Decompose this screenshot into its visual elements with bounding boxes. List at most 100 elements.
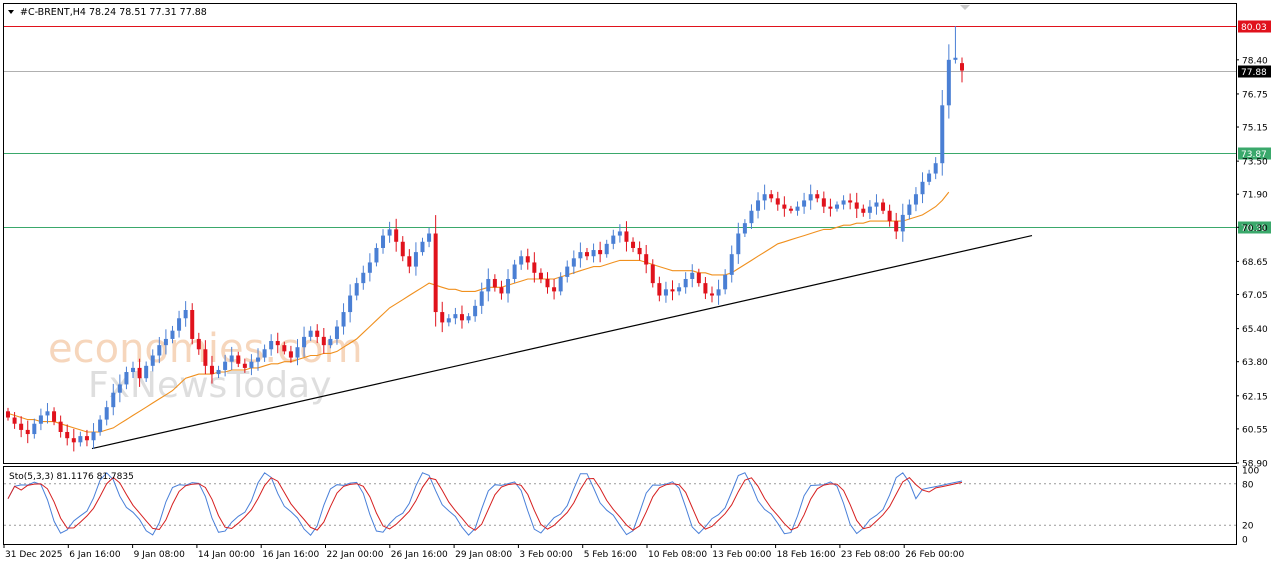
- time-tick-label: 29 Jan 08:00: [455, 550, 512, 560]
- candle-body: [38, 415, 43, 424]
- candle-body: [288, 351, 293, 358]
- candle-body: [387, 229, 392, 236]
- candle-body: [670, 289, 675, 292]
- candle-body: [216, 369, 221, 375]
- candle-body: [177, 318, 182, 331]
- candle-body: [736, 233, 741, 255]
- level-label-box-0: [1238, 20, 1271, 33]
- candle-body: [657, 283, 662, 296]
- candle-body: [242, 363, 247, 368]
- candle-body: [874, 202, 879, 207]
- time-tick-label: 13 Feb 00:00: [712, 550, 771, 560]
- stochastic-label: Sto(5,3,3) 81.1176 81.7835: [9, 472, 134, 482]
- candle-body: [887, 210, 892, 222]
- candle-body: [578, 252, 583, 259]
- time-tick-label: 22 Jan 00:00: [327, 550, 384, 560]
- candle-body: [953, 57, 958, 60]
- candle-body: [525, 256, 530, 263]
- price-tick-label: 75.15: [1242, 124, 1268, 134]
- chart-shift-marker-icon[interactable]: [960, 5, 970, 10]
- ohlc-values: 78.24 78.51 77.31 77.88: [89, 7, 207, 18]
- candle-body: [637, 247, 642, 255]
- candle-body: [420, 241, 425, 253]
- time-tick-label: 16 Jan 16:00: [262, 550, 319, 560]
- price-tick-label: 68.65: [1242, 258, 1268, 268]
- price-tick-label: 63.80: [1242, 358, 1268, 368]
- stoch-level-label: 0: [1242, 536, 1248, 546]
- candle-body: [427, 233, 432, 242]
- candle-body: [867, 206, 872, 213]
- candle-body: [262, 349, 267, 358]
- candle-body: [775, 198, 780, 205]
- stoch-level-label: 100: [1242, 467, 1259, 477]
- level-label-2: 73.87: [1241, 150, 1267, 160]
- horizontal-levels: 80.03 77.88 73.87 70.31: [4, 20, 1271, 234]
- candle-body: [960, 63, 964, 71]
- moving-average-line: [7, 191, 950, 433]
- level-label-box-2: [1238, 147, 1271, 160]
- candle-body: [644, 254, 649, 265]
- price-tick-label: 60.55: [1242, 425, 1268, 435]
- candle-body: [190, 310, 195, 339]
- candle-body: [150, 355, 155, 366]
- candle-body: [328, 338, 333, 346]
- candle-body: [624, 231, 629, 242]
- candle-body: [545, 278, 550, 288]
- candle-body: [137, 367, 142, 379]
- candle-body: [282, 345, 287, 352]
- candle-body: [117, 384, 122, 393]
- candle-body: [19, 423, 24, 430]
- candle-body: [762, 194, 767, 201]
- level-label-1: 77.88: [1241, 68, 1267, 78]
- candle-body: [183, 310, 188, 319]
- candle-body: [933, 163, 938, 174]
- candle-body: [12, 417, 17, 424]
- price-tick-label: 71.90: [1242, 191, 1268, 201]
- candle-body: [45, 411, 50, 416]
- candle-body: [907, 204, 912, 215]
- collapse-triangle-icon[interactable]: [8, 10, 14, 14]
- candle-body: [65, 431, 70, 439]
- candle-body: [709, 293, 714, 296]
- time-tick-label: 26 Jan 16:00: [391, 550, 448, 560]
- candles-layer: [6, 26, 964, 452]
- candle-body: [677, 287, 682, 292]
- candle-body: [71, 438, 76, 443]
- level-label-box-3: [1238, 221, 1271, 234]
- candle-body: [815, 194, 820, 199]
- candle-body: [321, 336, 326, 346]
- candle-body: [788, 208, 793, 211]
- time-tick-label: 23 Feb 08:00: [841, 550, 900, 560]
- candle-body: [446, 318, 451, 323]
- trendline-layer: [91, 234, 1033, 450]
- candle-body: [519, 256, 524, 265]
- candle-body: [229, 355, 234, 362]
- candle-body: [131, 367, 136, 373]
- candle-body: [256, 357, 261, 362]
- candle-body: [703, 283, 708, 294]
- candle-body: [236, 355, 241, 364]
- candle-body: [275, 341, 280, 346]
- candle-body: [78, 436, 83, 443]
- candle-body: [459, 314, 464, 321]
- candle-body: [170, 330, 175, 339]
- candle-body: [196, 338, 201, 350]
- candle-body: [381, 235, 386, 248]
- candle-body: [269, 341, 274, 350]
- candle-body: [473, 305, 478, 317]
- candle-body: [782, 204, 787, 209]
- stochastic-pane-frame: [3, 466, 1237, 545]
- candle-body: [400, 241, 405, 257]
- candle-body: [334, 326, 339, 339]
- candle-body: [650, 264, 655, 284]
- candle-body: [433, 233, 438, 313]
- candle-body: [571, 258, 576, 267]
- candle-body: [52, 411, 57, 422]
- candle-body: [848, 200, 853, 203]
- candle-body: [808, 194, 813, 201]
- support-trendline: [91, 234, 1033, 450]
- candle-body: [900, 214, 905, 232]
- candle-body: [341, 312, 346, 327]
- candle-body: [413, 252, 418, 267]
